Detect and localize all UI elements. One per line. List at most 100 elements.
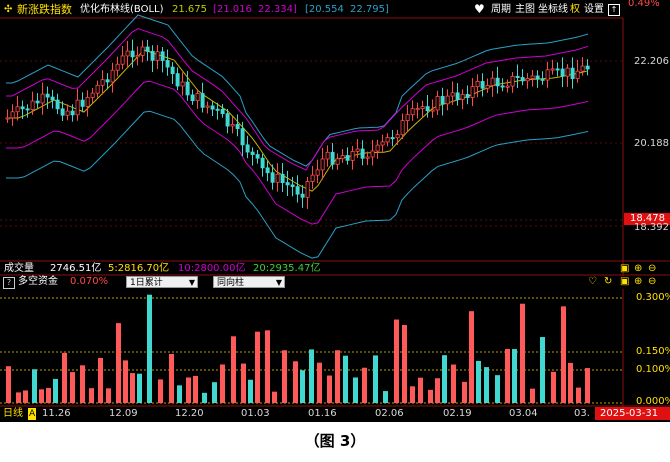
heart-icon[interactable]: ♥ xyxy=(474,2,485,16)
zoom-in-icon[interactable]: ⊕ xyxy=(634,263,643,274)
candle-body xyxy=(200,93,205,108)
sub-bar xyxy=(248,379,253,403)
sub-y-label-000: 0.000% xyxy=(636,396,670,407)
gear-icon[interactable]: ✣ xyxy=(4,4,13,15)
sub-bar xyxy=(255,331,260,403)
stock-chart-window: ✣ 新涨跌指数 优化布林线(BOLL) 21.675 [21.016 22.33… xyxy=(0,0,670,422)
sub-bar xyxy=(6,366,11,403)
refresh-icon[interactable]: ↻ xyxy=(604,276,613,287)
candle-body xyxy=(240,128,245,146)
boll-outer-lower-line xyxy=(6,110,589,259)
sub-bar xyxy=(241,363,246,403)
period-select[interactable]: 1日累计 ▼ xyxy=(126,276,198,288)
candle-body xyxy=(480,81,485,89)
indicator-name[interactable]: 优化布林线(BOLL) xyxy=(80,4,164,15)
sub-bar xyxy=(130,373,135,403)
candle-body xyxy=(555,68,560,71)
candle-body xyxy=(115,63,120,71)
sub-bar xyxy=(353,377,358,403)
candle-body xyxy=(355,148,360,152)
candle-body xyxy=(140,46,145,56)
sub-bar xyxy=(186,377,191,403)
sub-bar xyxy=(451,364,456,403)
period-label[interactable]: 日线 xyxy=(3,408,23,419)
sub-bar xyxy=(394,319,399,403)
chart-canvas[interactable] xyxy=(0,0,670,422)
candle-body xyxy=(440,96,445,105)
x-date-4: 01.03 xyxy=(241,408,270,419)
main-chart-button[interactable]: 主图 xyxy=(515,4,535,15)
window-icon[interactable]: ▣ xyxy=(620,263,630,274)
mode-select[interactable]: 同向柱 ▼ xyxy=(213,276,285,288)
candle-body xyxy=(430,109,435,112)
candle-body xyxy=(395,134,400,139)
lock-icon[interactable]: A xyxy=(28,408,37,420)
candle-body xyxy=(465,94,470,98)
candle-body xyxy=(75,99,80,116)
sub-bar xyxy=(462,381,467,403)
boll-inner-lower: [21.016 xyxy=(213,4,252,15)
help-icon[interactable]: ? xyxy=(3,277,15,289)
sub-bar xyxy=(484,367,489,403)
zoom-out-icon[interactable]: ⊖ xyxy=(648,276,657,287)
candle-body xyxy=(195,93,200,102)
candle-body xyxy=(125,50,130,57)
price-label-20188: 20.188 xyxy=(634,138,669,149)
boll-inner-upper: 22.334] xyxy=(258,4,297,15)
candle-body xyxy=(565,67,570,77)
candle-body xyxy=(60,108,65,116)
sub-y-label-150: 0.150% xyxy=(636,346,670,357)
candle-body xyxy=(5,117,10,120)
current-date-marker xyxy=(595,407,670,420)
zoom-out-icon[interactable]: ⊖ xyxy=(648,263,657,274)
figure-caption: （图 3） xyxy=(304,432,366,450)
candle-body xyxy=(280,173,285,183)
candle-body xyxy=(390,137,395,140)
candle-body xyxy=(350,151,355,161)
candle-body xyxy=(20,106,25,110)
candle-body xyxy=(105,79,110,83)
sub-bar xyxy=(220,364,225,403)
axis-button[interactable]: 坐标线 xyxy=(538,4,568,15)
sub-bar xyxy=(561,306,566,403)
sub-bar xyxy=(272,391,277,403)
sub-bar xyxy=(53,378,58,403)
sub-bar xyxy=(158,379,163,403)
x-date-2: 12.09 xyxy=(109,408,138,419)
sub-bar xyxy=(137,373,142,403)
candle-body xyxy=(405,114,410,122)
candle-body xyxy=(285,182,290,186)
sub-bar xyxy=(476,360,481,403)
candle-body xyxy=(130,50,135,58)
rights-button[interactable]: 权 xyxy=(570,4,580,15)
sub-bar xyxy=(373,355,378,403)
sub-indicator-name[interactable]: 多空资金 xyxy=(18,276,58,287)
sub-bar xyxy=(293,361,298,403)
candle-body xyxy=(55,99,60,110)
candle-body xyxy=(340,155,345,160)
x-date-3: 12.20 xyxy=(175,408,204,419)
x-date-7: 02.19 xyxy=(443,408,472,419)
candle-body xyxy=(520,77,525,82)
candle-body xyxy=(165,60,170,68)
candle-body xyxy=(175,73,180,87)
candle-body xyxy=(190,94,195,102)
sub-bar xyxy=(576,387,581,403)
candle-body xyxy=(255,154,260,159)
window-icon[interactable]: ▣ xyxy=(620,276,630,287)
candle-body xyxy=(310,174,315,182)
sub-bar xyxy=(418,377,423,403)
chevron-down-icon: ▼ xyxy=(188,278,195,287)
period-button[interactable]: 周期 xyxy=(491,4,511,15)
sub-bar xyxy=(16,392,21,403)
sub-bar xyxy=(442,355,447,403)
candle-body xyxy=(150,50,155,61)
candle-body xyxy=(250,151,255,155)
settings-button[interactable]: 设置 xyxy=(584,4,604,15)
mode-select-value: 同向柱 xyxy=(217,278,245,288)
up-arrow-icon[interactable]: ↑ xyxy=(608,4,620,16)
x-date-9: 03. xyxy=(574,408,590,419)
zoom-in-icon[interactable]: ⊕ xyxy=(634,276,643,287)
heart-icon[interactable]: ♡ xyxy=(588,276,597,287)
candle-body xyxy=(260,157,265,169)
